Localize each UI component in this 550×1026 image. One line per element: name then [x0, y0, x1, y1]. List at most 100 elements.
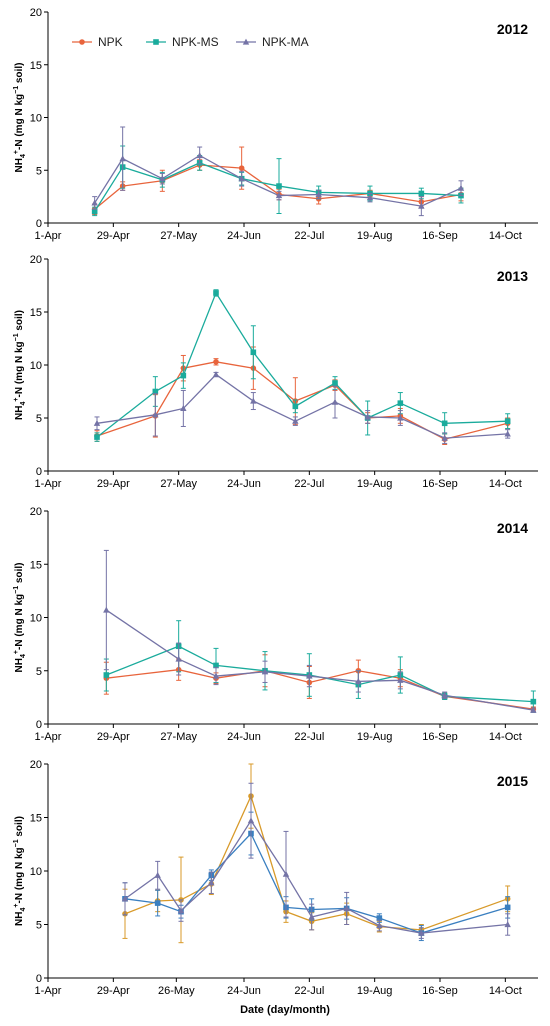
data-point	[364, 413, 371, 420]
x-tick-label: 24-Jun	[227, 985, 261, 997]
y-tick-label: 0	[36, 466, 42, 478]
chart-panel-2015: 0 5 10 15 20 1-Apr 29-Apr 26-May 24-Jun 22-Jul 19-…	[13, 759, 538, 997]
y-axis-title-part: −1	[13, 839, 20, 847]
y-tick-label: 5	[36, 920, 42, 932]
x-axis-title: Date (day/month)	[240, 1004, 330, 1016]
x-tick-label: 29-Apr	[97, 478, 130, 490]
x-tick-label: 16-Sep	[422, 230, 457, 242]
x-tick-label: 29-Apr	[97, 230, 130, 242]
data-point	[530, 698, 537, 705]
series-NPK-MS	[94, 289, 511, 442]
x-tick-label: 19-Aug	[357, 731, 392, 743]
data-point	[238, 175, 245, 182]
data-point	[91, 199, 98, 206]
data-point	[250, 349, 257, 356]
panel-title: 2015	[497, 773, 528, 789]
x-tick-label: 22-Jul	[294, 478, 324, 490]
data-point	[93, 419, 101, 426]
data-point	[275, 192, 283, 199]
y-axis-title-part: 4	[20, 907, 27, 911]
data-point	[504, 904, 511, 911]
y-axis-title-part: NH	[14, 911, 25, 925]
series-NPK-MA	[103, 549, 537, 713]
x-tick-label: 24-Jun	[227, 230, 261, 242]
chart-panel-2012: 0 5 10 15 20 1-Apr 29-Apr 27-May 24-Jun 22-Jul 19-…	[13, 7, 538, 242]
data-point	[292, 417, 299, 424]
y-axis-title-part: soil)	[14, 816, 25, 839]
legend-label: NPK	[98, 35, 123, 49]
data-point	[530, 706, 537, 713]
data-point	[332, 380, 338, 386]
data-point	[94, 434, 100, 440]
x-tick-label: 14-Oct	[489, 731, 522, 743]
data-point	[213, 359, 219, 365]
series-line	[94, 164, 462, 210]
data-point	[175, 655, 182, 662]
series-NPK-MA	[121, 782, 511, 939]
x-tick-label: 27-May	[160, 478, 197, 490]
y-axis-title-part: soil)	[14, 63, 25, 86]
series-NPK-MA	[93, 371, 511, 444]
y-tick-label: 0	[36, 973, 42, 985]
series-line	[96, 373, 508, 439]
x-tick-label: 26-May	[158, 985, 195, 997]
data-point	[103, 606, 110, 613]
data-point	[152, 411, 159, 418]
data-point	[504, 921, 511, 928]
data-point	[441, 691, 448, 698]
series-NPK-MA	[91, 126, 465, 217]
data-point	[261, 668, 269, 675]
data-point	[238, 165, 245, 171]
y-axis-title-part: +	[13, 650, 20, 654]
data-point	[292, 403, 299, 410]
x-tick-label: 22-Jul	[294, 731, 324, 743]
data-point	[247, 817, 255, 824]
data-point	[159, 175, 166, 182]
y-tick-label: 20	[30, 254, 42, 266]
y-axis-title-part: 4	[20, 154, 27, 158]
data-point	[308, 913, 315, 920]
y-tick-label: 20	[30, 7, 42, 19]
series-line	[94, 154, 462, 207]
data-point	[397, 414, 404, 421]
y-axis-title: NH4+-N (mg N kg−1 soil)	[13, 816, 27, 926]
y-axis-title: NH4+-N (mg N kg−1 soil)	[13, 310, 27, 420]
data-point	[91, 208, 98, 215]
data-point	[212, 672, 220, 679]
x-tick-label: 27-May	[160, 230, 197, 242]
x-tick-label: 22-Jul	[294, 985, 324, 997]
x-tick-label: 14-Oct	[489, 478, 522, 490]
x-tick-label: 1-Apr	[35, 478, 62, 490]
y-tick-label: 5	[36, 165, 42, 177]
series-line	[105, 609, 534, 711]
x-tick-label: 19-Aug	[357, 478, 392, 490]
data-point	[306, 672, 313, 679]
series-line	[124, 819, 508, 934]
data-point	[250, 397, 257, 404]
y-axis-title-part: +	[13, 150, 20, 154]
data-point	[441, 420, 448, 427]
x-tick-label: 29-Apr	[97, 731, 130, 743]
data-point	[103, 672, 110, 678]
data-point	[212, 371, 220, 378]
data-point	[180, 405, 187, 412]
series-NPK	[103, 654, 537, 712]
y-axis-title-part: +	[13, 397, 20, 401]
y-axis-title-part: soil)	[14, 563, 25, 586]
y-axis-title-part: -N (mg N kg	[14, 94, 25, 150]
data-point	[418, 929, 425, 936]
y-tick-label: 10	[30, 613, 42, 625]
y-tick-label: 10	[30, 866, 42, 878]
y-tick-label: 15	[30, 559, 42, 571]
data-point	[418, 202, 425, 209]
series-line	[96, 291, 508, 438]
x-tick-label: 22-Jul	[294, 230, 324, 242]
y-axis-title-part: NH	[14, 158, 25, 172]
data-point	[177, 907, 185, 914]
series-line	[106, 669, 534, 710]
y-tick-label: 15	[30, 60, 42, 72]
data-point	[119, 155, 126, 162]
legend-label: NPK-MS	[172, 35, 219, 49]
y-axis-title-part: -N (mg N kg	[14, 341, 25, 397]
